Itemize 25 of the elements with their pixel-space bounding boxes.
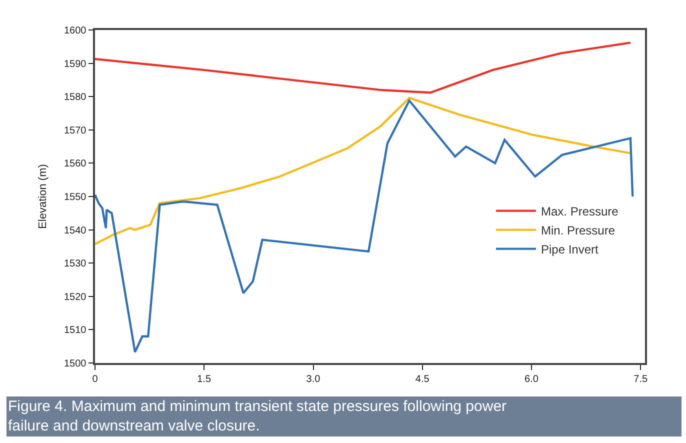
x-tick-label: 0 <box>92 374 98 385</box>
line-series <box>95 96 632 246</box>
legend-label: Min. Pressure <box>541 223 616 238</box>
y-tick-label: 1570 <box>64 125 87 136</box>
y-tick-label: 1540 <box>64 225 87 236</box>
line-series <box>95 42 632 94</box>
x-tick-label: 1.5 <box>197 374 212 385</box>
y-tick-label: 1510 <box>64 325 87 336</box>
y-tick-label: 1530 <box>64 258 87 270</box>
x-tick-label: 6.0 <box>524 374 539 385</box>
y-tick-label: 1520 <box>64 292 87 303</box>
legend-label: Max. Pressure <box>541 204 619 218</box>
x-tick-label: 3.0 <box>306 374 321 385</box>
x-tick-label: 7.5 <box>634 374 648 385</box>
line-series <box>95 100 634 354</box>
y-tick-label: 1580 <box>64 92 87 104</box>
y-tick-label: 1590 <box>64 58 87 70</box>
y-tick-label: 1600 <box>64 26 87 36</box>
legend-label: Pipe Invert <box>541 242 600 256</box>
y-axis-title: Elevation (m) <box>37 164 50 229</box>
x-tick-label: 4.5 <box>415 374 430 385</box>
y-tick-label: 1500 <box>64 358 87 370</box>
y-tick-label: 1560 <box>64 158 87 170</box>
y-tick-label: 1550 <box>64 192 87 203</box>
caption: Figure 4. Maximum and minimum transient state pressures following power failure and downstream valve closure. <box>8 398 507 434</box>
